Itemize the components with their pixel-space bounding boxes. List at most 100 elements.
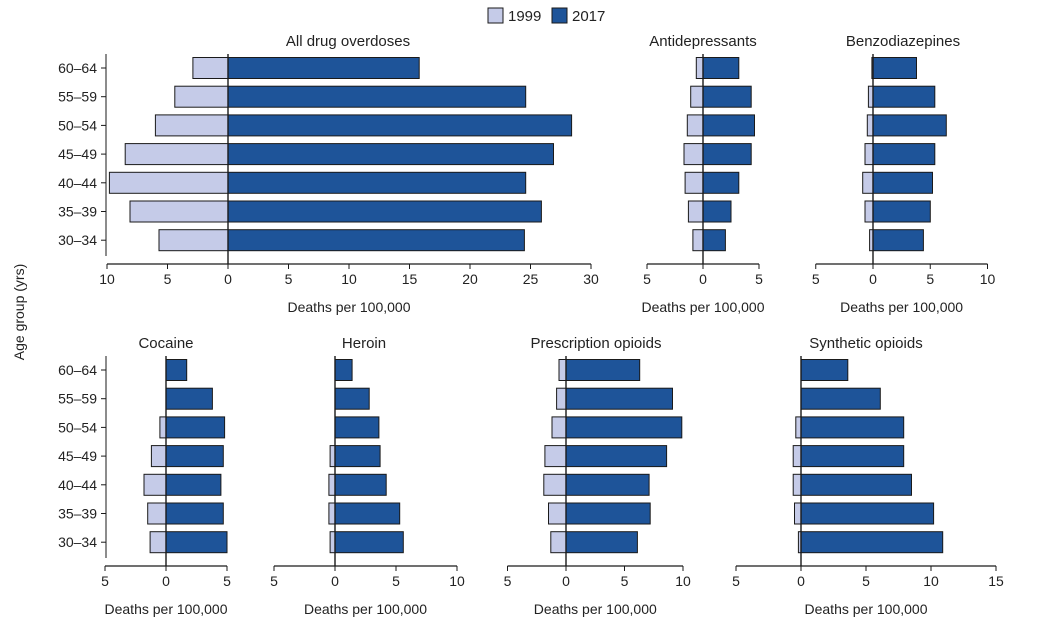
y-tick-label: 40–44 <box>58 477 97 493</box>
x-tick-label: 5 <box>392 573 400 589</box>
bar-1999 <box>143 473 167 496</box>
panels: All drug overdoses 60–64 55–59 50–54 45–49 40… <box>58 33 1004 617</box>
bar-1999 <box>683 143 704 166</box>
bar-1999 <box>794 502 802 525</box>
bar-2017 <box>227 229 525 252</box>
y-tick-label: 30–34 <box>58 534 97 550</box>
bar-1999 <box>692 229 704 252</box>
x-axis-title: Deaths per 100,000 <box>534 601 657 617</box>
chart-panel: Synthetic opioids 5 0 5 10 15 Deaths per 100,0… <box>732 335 1004 617</box>
bar-1999 <box>543 473 567 496</box>
bar-2017 <box>334 387 370 410</box>
panel-title-all-drug-overdoses: All drug overdoses <box>286 33 410 50</box>
bar-1999 <box>558 359 567 381</box>
bar-1999 <box>556 387 567 410</box>
bar-1999 <box>862 171 874 194</box>
bar-1999 <box>864 143 874 166</box>
bar-1999 <box>147 502 167 525</box>
bar-2017 <box>227 171 527 194</box>
y-tick-label: 45–49 <box>58 448 97 464</box>
bar-1999 <box>150 445 167 468</box>
x-tick-label: 30 <box>583 271 599 287</box>
bar-1999 <box>124 143 229 166</box>
x-tick-label: 15 <box>402 271 418 287</box>
x-tick-label: 5 <box>270 573 278 589</box>
y-tick-label: 50–54 <box>58 419 97 435</box>
panel-title-cocaine: Cocaine <box>138 335 193 352</box>
x-tick-label: 0 <box>562 573 570 589</box>
bar-1999 <box>684 171 704 194</box>
bar-1999 <box>328 502 336 525</box>
x-axis-title: Deaths per 100,000 <box>304 601 427 617</box>
x-tick-label: 5 <box>732 573 740 589</box>
bar-1999 <box>329 445 336 468</box>
bar-1999 <box>108 171 229 194</box>
bar-1999 <box>690 85 704 108</box>
x-tick-label: 5 <box>621 573 629 589</box>
bar-1999 <box>159 416 167 439</box>
bar-2017 <box>800 359 849 381</box>
chart-panel: Heroin 5 0 5 10 Deaths per 100,000 <box>270 335 465 617</box>
bar-1999 <box>686 114 704 137</box>
bar-2017 <box>800 473 912 496</box>
bar-2017 <box>872 171 933 194</box>
bar-2017 <box>165 416 226 439</box>
bar-1999 <box>329 531 336 554</box>
bar-2017 <box>872 229 924 252</box>
bar-2017 <box>800 445 905 468</box>
x-tick-label: 0 <box>797 573 805 589</box>
y-tick-label: 60–64 <box>58 362 97 378</box>
x-tick-label: 5 <box>285 271 293 287</box>
y-tick-label: 55–59 <box>58 89 97 105</box>
bar-1999 <box>129 200 229 223</box>
bar-2017 <box>565 416 683 439</box>
bar-2017 <box>702 200 732 223</box>
bar-1999 <box>158 229 229 252</box>
x-tick-label: 5 <box>812 271 820 287</box>
bar-2017 <box>334 531 404 554</box>
x-tick-label: 5 <box>164 271 172 287</box>
x-tick-label: 5 <box>223 573 231 589</box>
bar-1999 <box>687 200 704 223</box>
y-tick-label: 35–39 <box>58 204 97 220</box>
bar-1999 <box>792 473 802 496</box>
chart-panel: All drug overdoses 60–64 55–59 50–54 45–49 40… <box>58 33 599 315</box>
bar-2017 <box>334 502 401 525</box>
y-tick-label: 45–49 <box>58 146 97 162</box>
x-axis-title: Deaths per 100,000 <box>105 601 228 617</box>
bar-2017 <box>565 473 650 496</box>
bar-2017 <box>702 143 752 166</box>
panel-title-heroin: Heroin <box>342 335 386 352</box>
x-tick-label: 5 <box>926 271 934 287</box>
legend-label-2017: 2017 <box>572 8 605 25</box>
bar-1999 <box>866 114 874 137</box>
bar-2017 <box>872 57 917 79</box>
bar-2017 <box>165 473 222 496</box>
bar-1999 <box>548 502 567 525</box>
x-tick-label: 15 <box>988 573 1004 589</box>
x-tick-label: 5 <box>862 573 870 589</box>
bar-2017 <box>800 416 905 439</box>
x-tick-label: 0 <box>162 573 170 589</box>
chart-panel: Cocaine 60–64 55–59 50–54 45–49 40–44 35–39 30–… <box>58 335 231 617</box>
bar-2017 <box>165 531 228 554</box>
x-tick-label: 10 <box>923 573 939 589</box>
bar-2017 <box>872 114 947 137</box>
legend-swatch-2017 <box>551 7 568 24</box>
x-tick-label: 20 <box>462 271 478 287</box>
x-axis-title: Deaths per 100,000 <box>288 299 411 315</box>
y-tick-label: 50–54 <box>58 117 97 133</box>
bar-1999 <box>695 57 704 79</box>
bar-2017 <box>702 171 740 194</box>
x-tick-label: 10 <box>341 271 357 287</box>
bar-1999 <box>792 445 802 468</box>
bar-2017 <box>227 57 420 79</box>
y-tick-label: 40–44 <box>58 175 97 191</box>
bar-1999 <box>795 416 802 439</box>
bar-2017 <box>565 531 638 554</box>
bar-2017 <box>334 416 380 439</box>
bar-2017 <box>800 387 881 410</box>
bar-1999 <box>551 416 567 439</box>
bar-2017 <box>702 114 755 137</box>
